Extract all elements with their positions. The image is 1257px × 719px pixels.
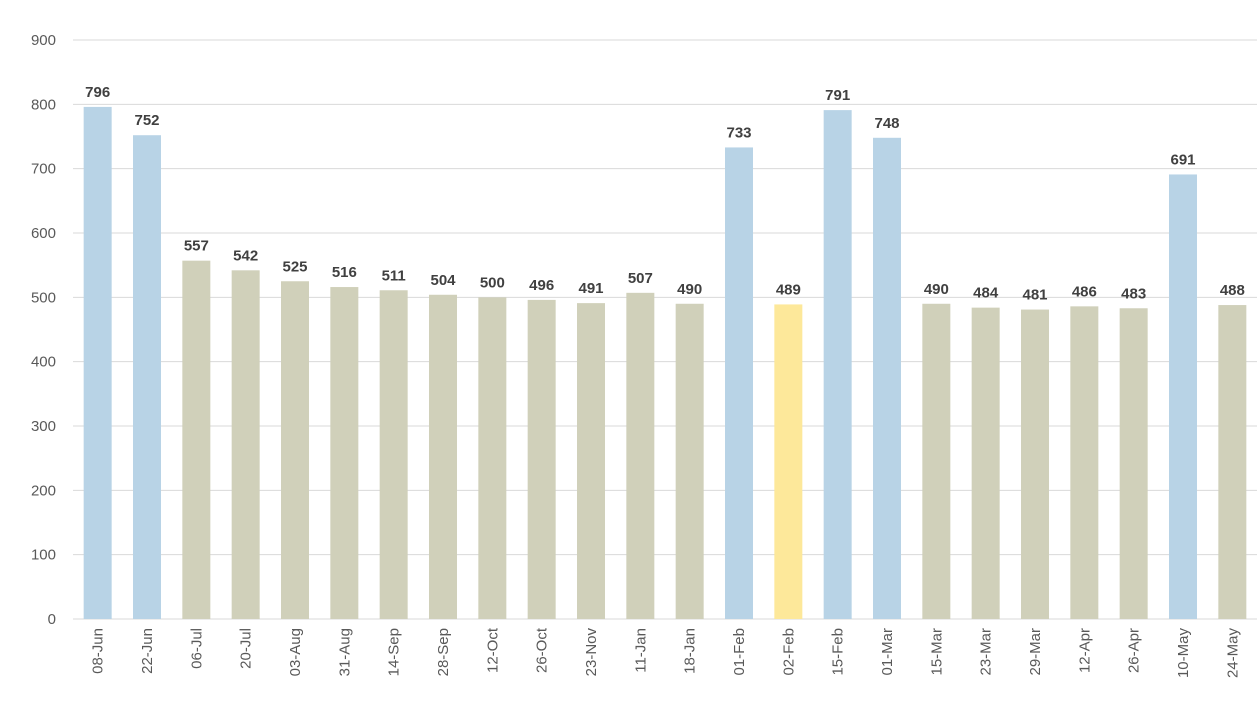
bar xyxy=(626,292,655,619)
x-tick-label: 22-Jun xyxy=(139,628,156,674)
bar xyxy=(873,137,901,619)
y-tick-label: 500 xyxy=(31,289,56,306)
y-tick-label: 300 xyxy=(31,418,56,435)
data-label: 507 xyxy=(628,270,653,287)
data-label: 488 xyxy=(1220,282,1245,299)
x-tick-label: 24-May xyxy=(1224,628,1241,679)
data-label: 481 xyxy=(1022,287,1047,304)
bar xyxy=(774,304,803,619)
bar xyxy=(1021,309,1049,619)
x-tick-label: 26-Oct xyxy=(534,627,551,673)
bar xyxy=(527,299,556,619)
bar xyxy=(1218,305,1247,619)
y-tick-label: 200 xyxy=(31,482,56,499)
x-tick-label: 06-Jul xyxy=(188,628,205,669)
x-tick-label: 08-Jun xyxy=(90,628,107,674)
data-label: 525 xyxy=(282,258,307,275)
x-tick-label: 29-Mar xyxy=(1027,628,1044,676)
data-label: 691 xyxy=(1170,151,1195,168)
data-label: 484 xyxy=(973,285,999,302)
data-label: 542 xyxy=(233,247,258,264)
x-tick-label: 28-Sep xyxy=(435,628,452,676)
bar xyxy=(330,287,359,619)
data-label: 748 xyxy=(874,115,899,132)
data-label: 557 xyxy=(184,238,209,255)
y-tick-label: 100 xyxy=(31,547,56,564)
x-tick-label: 03-Aug xyxy=(287,628,304,676)
x-tick-label: 01-Mar xyxy=(879,628,896,676)
bar xyxy=(1070,306,1099,619)
x-tick-label: 01-Feb xyxy=(731,628,748,676)
data-label: 511 xyxy=(382,267,406,284)
x-tick-label: 20-Jul xyxy=(238,628,255,669)
bar xyxy=(577,303,605,619)
x-tick-label: 15-Mar xyxy=(928,628,945,676)
data-label: 752 xyxy=(134,112,159,129)
y-tick-label: 0 xyxy=(48,611,56,628)
bar xyxy=(133,135,161,620)
data-label: 791 xyxy=(825,87,850,104)
bar xyxy=(379,290,408,619)
bar xyxy=(429,294,457,619)
x-tick-label: 02-Feb xyxy=(780,628,797,676)
data-label: 796 xyxy=(85,84,110,101)
y-axis: 0 100 200 300 400 500 600 700 800 900 xyxy=(31,32,56,628)
x-tick-label: 12-Oct xyxy=(484,627,501,673)
x-tick-label: 12-Apr xyxy=(1076,628,1093,673)
data-label: 496 xyxy=(529,277,554,294)
y-tick-label: 600 xyxy=(31,225,56,242)
x-tick-label: 26-Apr xyxy=(1126,628,1143,673)
x-tick-label: 11-Jan xyxy=(632,628,649,673)
x-tick-label: 18-Jan xyxy=(682,628,699,674)
bar xyxy=(1169,174,1197,619)
bar xyxy=(231,270,260,619)
x-tick-label: 14-Sep xyxy=(386,628,403,676)
bar xyxy=(823,110,852,619)
bars xyxy=(83,106,1247,620)
data-label: 491 xyxy=(578,280,603,297)
bar xyxy=(1119,308,1148,619)
bar xyxy=(182,260,211,619)
bar xyxy=(281,281,309,619)
y-tick-label: 400 xyxy=(31,354,56,371)
data-label: 489 xyxy=(776,281,801,298)
bar xyxy=(83,106,112,619)
gridlines xyxy=(73,39,1257,620)
data-label: 490 xyxy=(924,281,949,298)
data-label: 490 xyxy=(677,281,702,298)
bar xyxy=(725,147,753,620)
data-label: 483 xyxy=(1121,285,1146,302)
y-tick-label: 700 xyxy=(31,161,56,178)
bar xyxy=(922,303,951,619)
y-tick-label: 900 xyxy=(31,32,56,49)
data-label: 516 xyxy=(332,264,357,281)
x-tick-label: 15-Feb xyxy=(830,628,847,676)
data-label: 486 xyxy=(1072,283,1097,300)
x-tick-label: 10-May xyxy=(1175,628,1192,679)
bar xyxy=(478,297,507,619)
y-tick-label: 800 xyxy=(31,96,56,113)
data-label: 733 xyxy=(726,124,751,141)
x-tick-label: 23-Mar xyxy=(978,628,995,676)
data-label: 500 xyxy=(480,274,505,291)
x-tick-label: 23-Nov xyxy=(583,628,600,677)
data-labels: 796 752 557 542 525 516 511 504 500 496 491 507 490 7… xyxy=(85,84,1245,304)
x-axis: 08-Jun 22-Jun 06-Jul 20-Jul 03-Aug 31-Aug 14-S… xyxy=(90,627,1242,678)
x-tick-label: 31-Aug xyxy=(336,628,353,676)
bar xyxy=(675,303,704,619)
data-label: 504 xyxy=(430,272,456,289)
bar xyxy=(971,307,1000,619)
